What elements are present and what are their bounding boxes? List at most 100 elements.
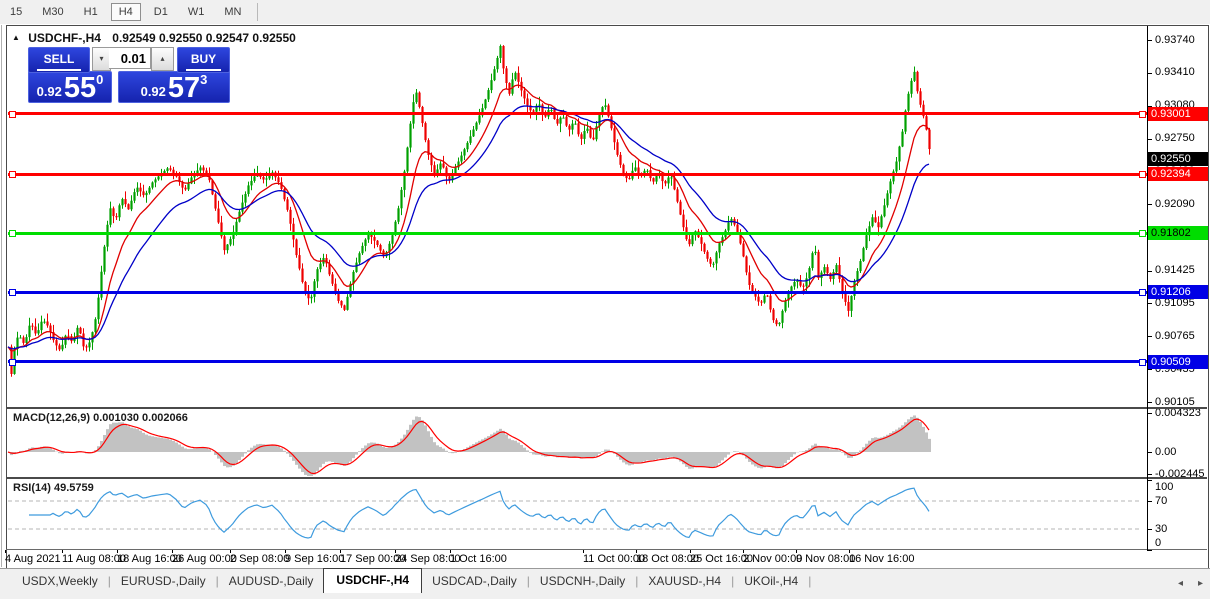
hline-anchor-0.90509-right[interactable] — [1139, 358, 1146, 366]
date-tick-mark — [796, 550, 797, 553]
chart-tab-xauusd-h4[interactable]: XAUUSD-,H4 — [648, 574, 722, 588]
date-tick-mark — [583, 550, 584, 553]
buy-price-box[interactable]: 0.92 57 3 — [118, 71, 230, 103]
timeframe-button-w1[interactable]: W1 — [187, 6, 205, 18]
sell-price-prefix: 0.92 — [36, 84, 62, 99]
hline-anchor-0.91802-left[interactable] — [9, 230, 16, 237]
buy-price-prefix: 0.92 — [140, 84, 166, 99]
collapse-panel-icon[interactable]: ▲ — [12, 33, 20, 42]
chart-tab-eurusd-daily[interactable]: EURUSD-,Daily — [120, 574, 206, 588]
date-tick-label: 9 Sep 16:00 — [285, 553, 345, 565]
macd-tick-label: -0.002445 — [1155, 467, 1205, 480]
price-tick-mark — [1147, 369, 1152, 371]
tab-separator: | — [215, 574, 219, 588]
date-tick-label: 26 Aug 00:00 — [172, 553, 237, 565]
chart-tab-usdx-weekly[interactable]: USDX,Weekly — [22, 574, 98, 588]
tabs-container: USDX,Weekly | EURUSD-,Daily | AUDUSD-,Daily U… — [0, 568, 1210, 594]
hline-anchor-0.93001-right[interactable] — [1139, 110, 1146, 118]
date-tick-mark — [690, 550, 691, 553]
price-tick-mark — [1147, 402, 1152, 403]
macd-tick-label: 0.004323 — [1155, 406, 1201, 419]
rsi-tick-label: 100 — [1155, 481, 1174, 493]
timeframe-button-m30[interactable]: M30 — [42, 6, 64, 18]
pane-separator-rsi[interactable] — [6, 477, 1207, 479]
timeframe-button-15[interactable]: 15 — [10, 6, 23, 18]
volume-increase-button[interactable]: ▴ — [151, 47, 174, 71]
chart-tab-usdcad-daily[interactable]: USDCAD-,Daily — [432, 574, 517, 588]
date-tick-label: 11 Oct 00:00 — [583, 553, 646, 565]
chart-tab-usdchf-h4[interactable]: USDCHF-,H4 — [323, 568, 423, 593]
macd-tick-mark — [1147, 474, 1152, 475]
date-tick-mark — [172, 550, 173, 553]
date-tick-label: 17 Sep 00:00 — [340, 553, 406, 565]
timeframe-button-h1[interactable]: H1 — [83, 6, 98, 18]
date-tick-mark — [849, 550, 850, 553]
hline-anchor-0.90509-left[interactable] — [9, 358, 16, 366]
sell-button-label: SELL — [43, 52, 75, 66]
tab-separator: | — [808, 574, 812, 588]
hline-0.91802[interactable] — [8, 231, 1147, 235]
hline-0.91206[interactable] — [8, 290, 1147, 294]
hline-anchor-0.92394-right[interactable] — [1139, 171, 1146, 178]
rsi-tick-mark — [1147, 550, 1152, 551]
tab-separator: | — [526, 574, 530, 588]
date-tick-label: 24 Sep 08:00 — [395, 553, 461, 565]
hline-anchor-0.91206-right[interactable] — [1139, 289, 1146, 297]
price-tick-label: 0.93740 — [1155, 33, 1195, 46]
date-tick-label: 18 Oct 08:00 — [636, 553, 699, 565]
hline-anchor-0.92394-left[interactable] — [9, 171, 16, 178]
rsi-tick-mark — [1147, 480, 1152, 481]
price-tick-label: 0.90765 — [1155, 329, 1195, 342]
sell-button[interactable]: SELL — [28, 47, 90, 73]
date-tick-mark — [450, 550, 451, 553]
chart-tab-ukoil-h4[interactable]: UKOil-,H4 — [744, 574, 799, 588]
date-tick-label: 2 Nov 00:00 — [743, 553, 803, 565]
rsi-label: RSI(14) 49.5759 — [13, 482, 94, 494]
window-edge-line — [1, 25, 2, 567]
volume-input[interactable]: 0.01 — [109, 47, 151, 69]
chart-tab-usdcnh-daily[interactable]: USDCNH-,Daily — [539, 574, 626, 588]
buy-button[interactable]: BUY — [177, 47, 230, 73]
tabs-scroll-left-icon[interactable]: ◂ — [1178, 578, 1184, 589]
price-badge-0.91206: 0.91206 — [1148, 285, 1208, 300]
macd-tick-mark — [1147, 413, 1152, 415]
chart-tab-audusd-daily[interactable]: AUDUSD-,Daily — [228, 574, 314, 588]
price-chart-canvas[interactable] — [0, 26, 1147, 407]
timeframe-button-h4[interactable]: H4 — [110, 3, 141, 21]
macd-pane-canvas[interactable] — [0, 409, 1147, 477]
sell-price-pip: 0 — [96, 72, 104, 87]
timeframe-toolbar: 15 M30 H1 H4 D1 W1 MN — [0, 0, 1210, 24]
date-tick-label: 16 Nov 16:00 — [849, 553, 915, 565]
pane-separator-macd[interactable] — [6, 407, 1207, 409]
date-tick-label: 4 Aug 2021 — [5, 553, 61, 565]
price-tick-mark — [1147, 105, 1152, 107]
axis-vertical-line — [1147, 26, 1148, 550]
hline-anchor-0.93001-left[interactable] — [9, 110, 16, 118]
date-tick-mark — [285, 550, 286, 553]
price-tick-mark — [1147, 72, 1152, 74]
date-tick-label: 25 Oct 16:00 — [690, 553, 753, 565]
sell-price-box[interactable]: 0.92 55 0 — [28, 71, 112, 103]
macd-label: MACD(12,26,9) 0.001030 0.002066 — [13, 412, 188, 424]
timeframe-button-d1[interactable]: D1 — [153, 6, 168, 18]
hline-0.90509[interactable] — [8, 360, 1147, 364]
one-click-trading-panel: 0.92 55 0 0.92 57 3 SELL BUY ▾ 0.01 ▴ — [28, 47, 230, 103]
rsi-pane-canvas[interactable] — [0, 479, 1147, 549]
buy-button-label: BUY — [190, 52, 217, 66]
price-badge-0.93001: 0.93001 — [1148, 106, 1208, 121]
chart-quotes: 0.92549 0.92550 0.92547 0.92550 — [112, 31, 296, 45]
hline-anchor-0.91802-right[interactable] — [1139, 230, 1146, 237]
timeframe-button-mn[interactable]: MN — [224, 6, 242, 18]
chart-symbol-label: USDCHF-,H4 — [28, 31, 101, 45]
price-badge-0.92394: 0.92394 — [1148, 167, 1208, 181]
hline-0.92394[interactable] — [8, 172, 1147, 176]
date-tick-mark — [743, 550, 744, 553]
tabs-scroll-right-icon[interactable]: ▸ — [1198, 578, 1204, 589]
hline-0.93001[interactable] — [8, 112, 1147, 116]
date-tick-mark — [62, 550, 63, 553]
tab-separator: | — [107, 574, 111, 588]
price-tick-mark — [1147, 336, 1152, 338]
hline-anchor-0.91206-left[interactable] — [9, 289, 16, 297]
date-tick-label: 11 Aug 08:00 — [62, 553, 127, 565]
